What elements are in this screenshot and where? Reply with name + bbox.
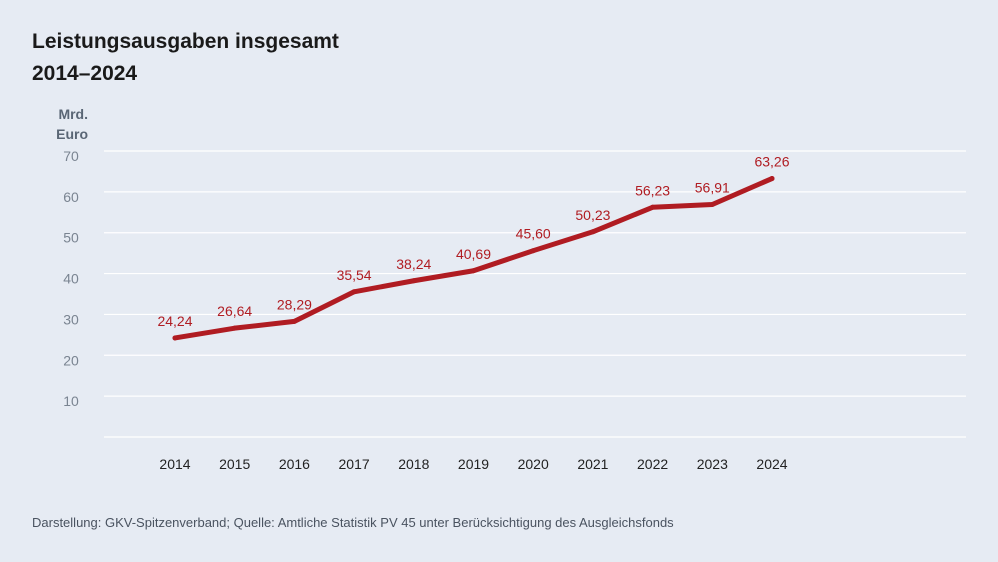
x-tick-label: 2022	[637, 456, 668, 472]
y-tick-label: 40	[63, 271, 79, 287]
data-point	[172, 335, 178, 341]
unit-line-2: Euro	[56, 126, 88, 142]
data-point	[351, 289, 357, 295]
x-tick-label: 2017	[339, 456, 370, 472]
data-label: 50,23	[575, 207, 610, 223]
x-tick-label: 2015	[219, 456, 250, 472]
y-tick-label: 30	[63, 311, 79, 327]
x-tick-label: 2014	[159, 456, 190, 472]
x-tick-label: 2020	[518, 456, 549, 472]
data-point	[291, 318, 297, 324]
chart-title: Leistungsausgaben insgesamt 2014–2024	[32, 26, 339, 90]
data-label: 28,29	[277, 296, 312, 312]
data-label: 56,91	[695, 179, 730, 195]
data-point	[769, 176, 775, 182]
data-label: 35,54	[337, 267, 372, 283]
data-label: 45,60	[516, 226, 551, 242]
data-point	[232, 325, 238, 331]
x-tick-label: 2019	[458, 456, 489, 472]
y-tick-label: 20	[63, 352, 79, 368]
y-tick-label: 10	[63, 393, 79, 409]
data-label: 38,24	[396, 256, 431, 272]
x-tick-label: 2021	[577, 456, 608, 472]
data-point	[590, 229, 596, 235]
x-tick-label: 2018	[398, 456, 429, 472]
x-tick-label: 2016	[279, 456, 310, 472]
data-point	[709, 201, 715, 207]
data-point	[411, 278, 417, 284]
unit-line-1: Mrd.	[58, 106, 88, 122]
title-line-2: 2014–2024	[32, 62, 138, 85]
data-label: 26,64	[217, 303, 252, 319]
data-label: 63,26	[754, 154, 789, 170]
data-label: 40,69	[456, 246, 491, 262]
y-axis-unit: Mrd. Euro	[52, 104, 88, 144]
title-line-1: Leistungsausgaben insgesamt	[32, 30, 339, 53]
source-note: Darstellung: GKV-Spitzenverband; Quelle:…	[32, 515, 674, 530]
data-point	[650, 204, 656, 210]
y-tick-label: 60	[63, 189, 79, 205]
y-tick-label: 70	[63, 148, 79, 164]
y-tick-label: 50	[63, 230, 79, 246]
x-tick-label: 2024	[756, 456, 787, 472]
data-point	[471, 268, 476, 274]
x-tick-label: 2023	[697, 456, 728, 472]
data-label: 24,24	[157, 313, 192, 329]
data-point	[530, 248, 536, 254]
data-label: 56,23	[635, 182, 670, 198]
